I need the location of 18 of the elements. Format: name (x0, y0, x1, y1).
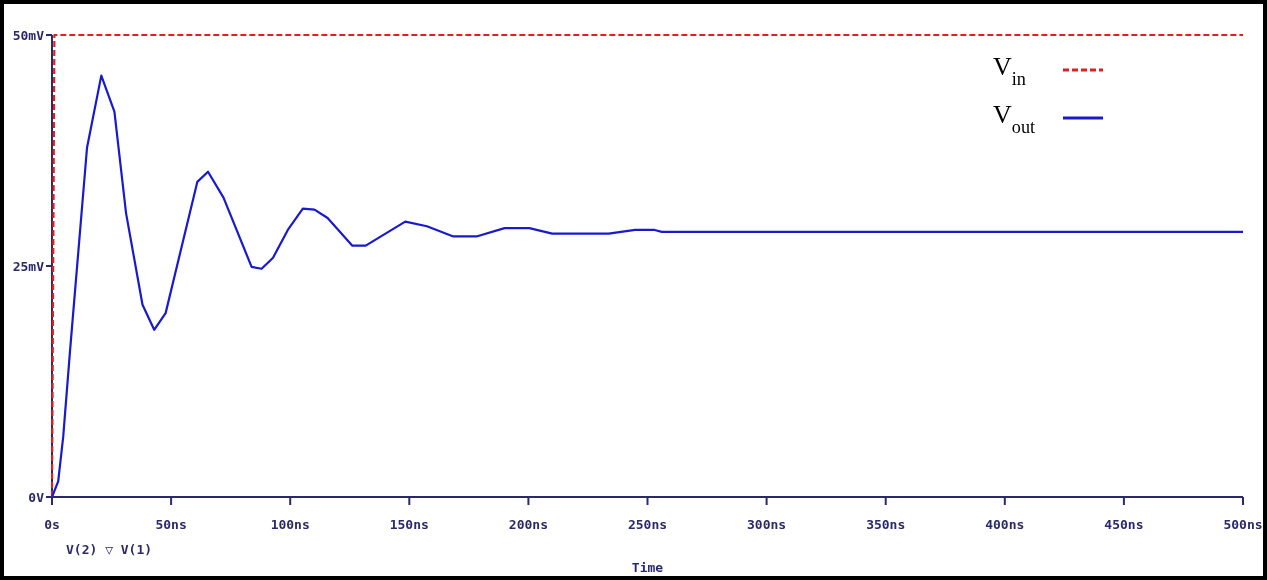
text: V(2) ▽ V(1) (66, 542, 153, 557)
x-tick-label: 450ns (1104, 517, 1144, 532)
y-tick-label: 50mV (12, 28, 45, 43)
x-tick-label: 500ns (1223, 517, 1263, 532)
x-tick-label: 400ns (985, 517, 1025, 532)
x-tick-label: 250ns (627, 517, 668, 532)
x-tick-label: 200ns (508, 517, 548, 532)
x-tick-label: 300ns (747, 517, 787, 532)
x-tick-label: 150ns (389, 517, 429, 532)
x-tick-label: 350ns (866, 517, 906, 532)
y-tick-label: 0V (28, 490, 45, 505)
legend-label: V$_{out}$ (993, 100, 1036, 137)
x-tick-label: 50ns (155, 517, 187, 532)
y-tick-label: 25mV (12, 259, 45, 274)
x-tick-label: 100ns (270, 517, 310, 532)
x-axis-title: Time (631, 560, 664, 575)
x-tick-label: 0s (44, 517, 60, 532)
legend-label: V$_{in}$ (993, 52, 1026, 89)
